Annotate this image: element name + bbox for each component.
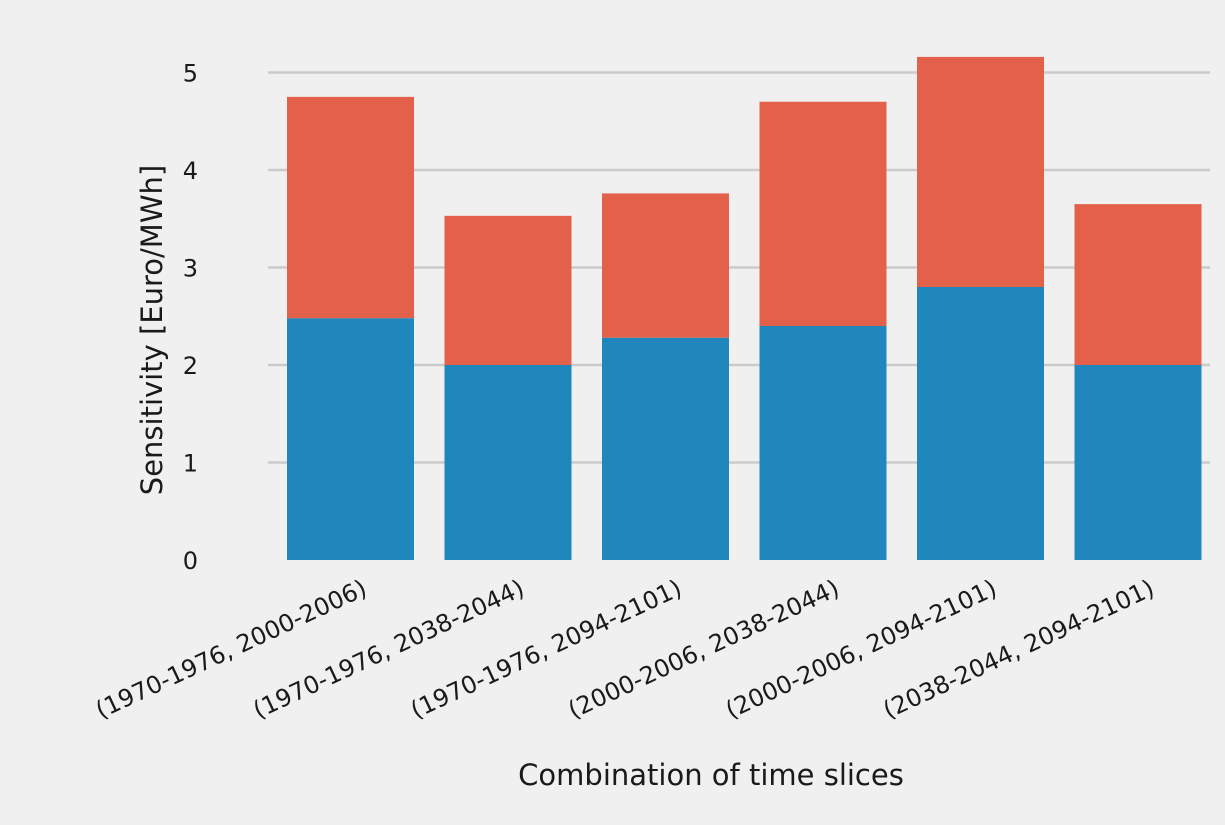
bar-segment-series-2 — [1074, 204, 1202, 365]
bar-segment-series-2 — [759, 101, 887, 326]
bar-segment-series-2 — [287, 96, 414, 319]
x-tick-label: (2038-2044, 2094-2101) — [879, 574, 1159, 724]
bar-segment-series-1 — [917, 287, 1044, 560]
bars — [287, 56, 1202, 560]
x-tick-label: (1970-1976, 2000-2006) — [91, 574, 371, 724]
x-tick-label: (1970-1976, 2038-2044) — [249, 574, 529, 724]
x-axis-ticks: (1970-1976, 2000-2006)(1970-1976, 2038-2… — [91, 574, 1158, 724]
bar-segment-series-1 — [287, 318, 414, 560]
bar-segment-series-1 — [444, 365, 572, 560]
bar-segment-series-2 — [917, 56, 1044, 288]
gridlines — [268, 71, 1210, 464]
y-tick-label: 0 — [183, 547, 198, 575]
bar-segment-series-1 — [759, 326, 887, 560]
y-axis-label: Sensitivity [Euro/MWh] — [135, 165, 169, 495]
y-tick-label: 3 — [183, 255, 198, 283]
x-tick-label: (2000-2006, 2094-2101) — [721, 574, 1001, 724]
bar-segment-series-1 — [1074, 365, 1202, 560]
x-axis-label: Combination of time slices — [518, 758, 904, 792]
x-tick-label: (2000-2006, 2038-2044) — [564, 574, 844, 724]
y-tick-label: 5 — [183, 60, 198, 88]
bar-segment-series-2 — [602, 193, 729, 338]
bar-segment-series-1 — [602, 337, 729, 560]
x-tick-label: (1970-1976, 2094-2101) — [406, 574, 686, 724]
y-axis-ticks: 0 1 2 3 4 5 — [183, 60, 198, 576]
y-tick-label: 4 — [183, 157, 198, 185]
y-tick-label: 2 — [183, 352, 198, 380]
y-tick-label: 1 — [183, 450, 198, 478]
bar-segment-series-2 — [444, 215, 572, 365]
